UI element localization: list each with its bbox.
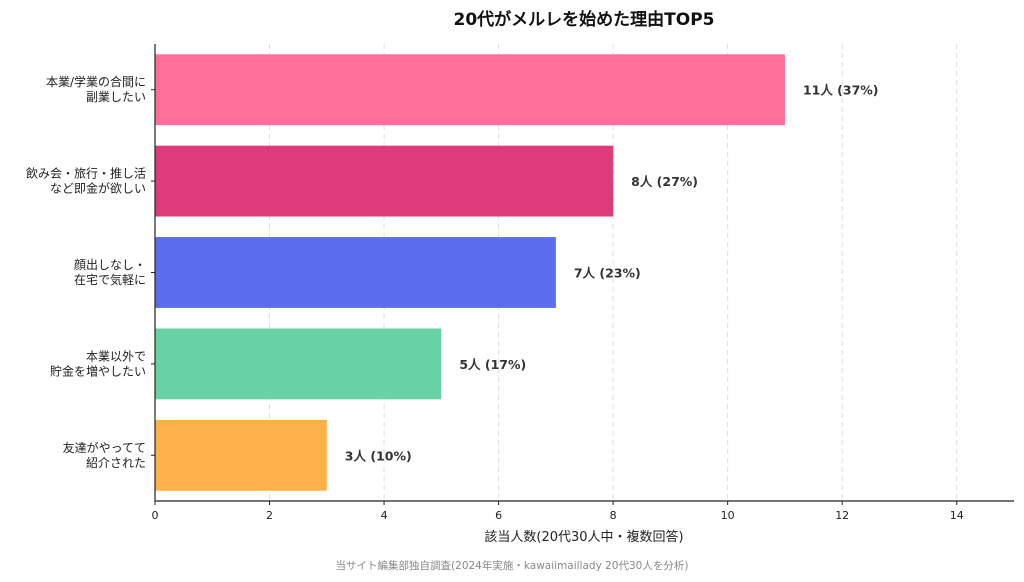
category-label-line: 紹介された xyxy=(86,456,146,470)
category-label: 飲み会・旅行・推し活など即金が欲しい xyxy=(26,166,146,196)
chart-title: 20代がメルレを始めた理由TOP5 xyxy=(454,9,715,30)
x-tick-label: 6 xyxy=(495,509,502,522)
category-label-line: 本業/学業の合間に xyxy=(46,74,146,89)
data-label: 8人 (27%) xyxy=(631,174,698,189)
bar xyxy=(155,237,556,308)
category-label-line: 貯金を増やしたい xyxy=(50,363,146,378)
bars xyxy=(155,54,785,491)
axes xyxy=(151,44,1014,505)
x-tick-label: 2 xyxy=(266,509,273,522)
x-tick-label: 8 xyxy=(610,509,617,522)
data-label: 7人 (23%) xyxy=(574,266,641,281)
category-label-line: 飲み会・旅行・推し活 xyxy=(26,166,146,181)
x-tick-label: 14 xyxy=(950,509,964,522)
x-tick-label: 12 xyxy=(835,509,849,522)
x-tick-label: 10 xyxy=(721,509,735,522)
category-label-line: 本業以外で xyxy=(86,349,146,363)
x-tick-label: 0 xyxy=(152,509,159,522)
category-label-line: 顔出しなし・ xyxy=(74,257,146,272)
x-tick-labels: 0 2 4 6 8 10 12 14 xyxy=(152,509,964,522)
category-label: 本業/学業の合間に副業したい xyxy=(46,74,146,104)
bar xyxy=(155,419,327,491)
category-label: 友達がやってて紹介された xyxy=(63,440,146,470)
x-axis-label: 該当人数(20代30人中・複数回答) xyxy=(484,529,683,545)
data-label: 5人 (17%) xyxy=(459,357,526,372)
source-note: 当サイト編集部独自調査(2024年実施・kawaiimaillady 20代30… xyxy=(336,559,689,572)
category-label: 本業以外で貯金を増やしたい xyxy=(50,349,146,378)
category-labels: 本業/学業の合間に副業したい飲み会・旅行・推し活など即金が欲しい顔出しなし・在宅… xyxy=(26,74,146,470)
category-label-line: 在宅で気軽に xyxy=(74,272,146,287)
data-labels: 11人 (37%) 8人 (27%) 7人 (23%) 5人 (17%) 3人 (10%… xyxy=(345,83,879,464)
data-label: 3人 (10%) xyxy=(345,448,412,463)
bar xyxy=(155,328,442,400)
bar xyxy=(155,54,785,126)
data-label: 11人 (37%) xyxy=(803,83,879,98)
bar xyxy=(155,145,614,217)
x-tick-label: 4 xyxy=(381,509,388,522)
category-label-line: など即金が欲しい xyxy=(50,181,146,196)
category-label-line: 副業したい xyxy=(86,90,146,104)
category-label-line: 友達がやってて xyxy=(63,440,146,455)
category-label: 顔出しなし・在宅で気軽に xyxy=(74,257,146,287)
